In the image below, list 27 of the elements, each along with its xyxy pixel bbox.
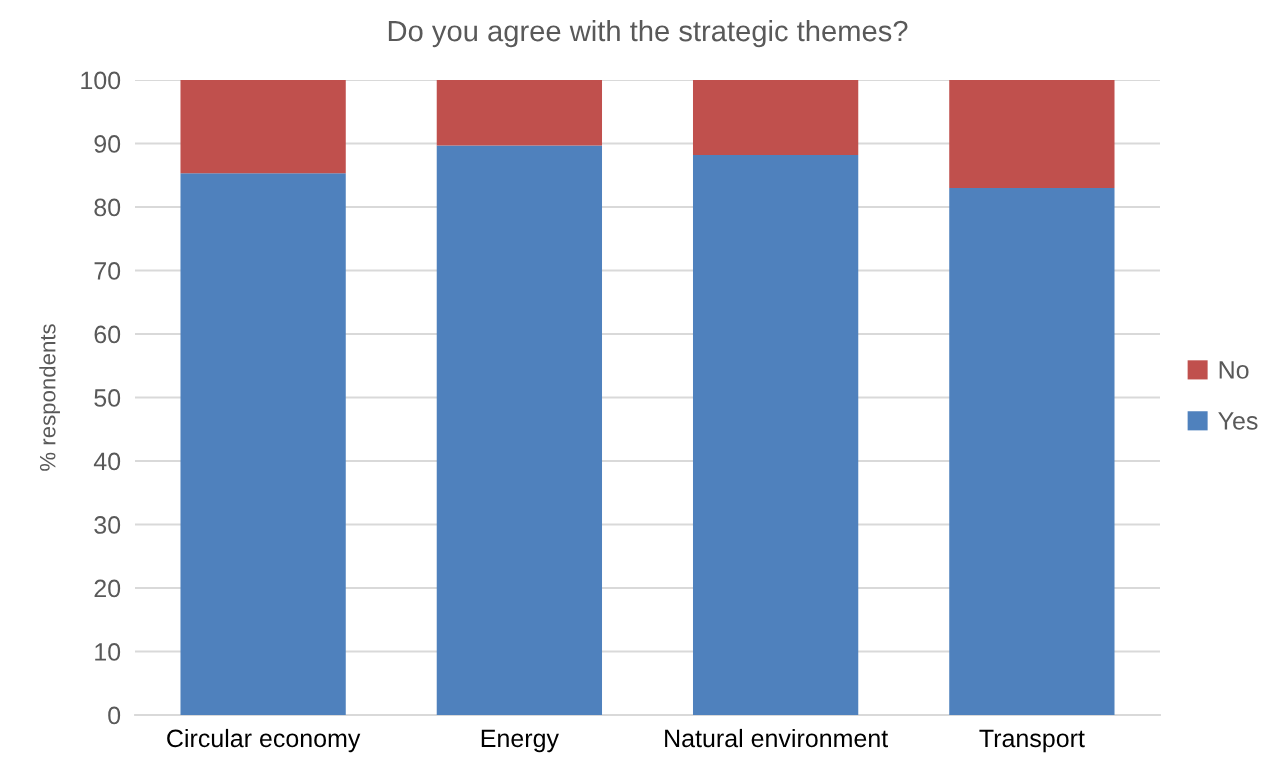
legend-label: Yes bbox=[1218, 412, 1258, 430]
x-tick-label: Natural environment bbox=[665, 728, 888, 748]
y-tick-label: 30 bbox=[94, 516, 121, 534]
x-tick-label: Circular economy bbox=[167, 728, 361, 753]
bar bbox=[436, 80, 603, 146]
bar bbox=[692, 80, 859, 155]
y-tick-label: 100 bbox=[81, 71, 121, 90]
bar bbox=[180, 173, 346, 715]
y-tick-label: 90 bbox=[94, 135, 121, 153]
bar bbox=[436, 145, 603, 715]
y-tick-label: 80 bbox=[94, 198, 121, 217]
x-tick-label: Energy bbox=[481, 729, 559, 753]
y-tick-label: 60 bbox=[94, 325, 121, 344]
y-tick-label: 10 bbox=[95, 643, 121, 661]
chart-title: Do you agree with the strategic themes? bbox=[388, 19, 908, 48]
y-tick-label: 0 bbox=[108, 706, 121, 725]
y-axis-title: % respondents bbox=[39, 324, 60, 471]
bar bbox=[180, 80, 346, 174]
legend-label: No bbox=[1219, 361, 1249, 379]
y-tick-label: 20 bbox=[94, 579, 121, 598]
y-tick-label: 40 bbox=[93, 452, 121, 471]
y-tick-label: 50 bbox=[94, 389, 121, 407]
bar bbox=[949, 80, 1115, 188]
y-tick-label: 70 bbox=[94, 262, 121, 280]
bar bbox=[692, 154, 859, 715]
bar bbox=[949, 187, 1115, 715]
x-tick-label: Transport bbox=[979, 729, 1085, 753]
